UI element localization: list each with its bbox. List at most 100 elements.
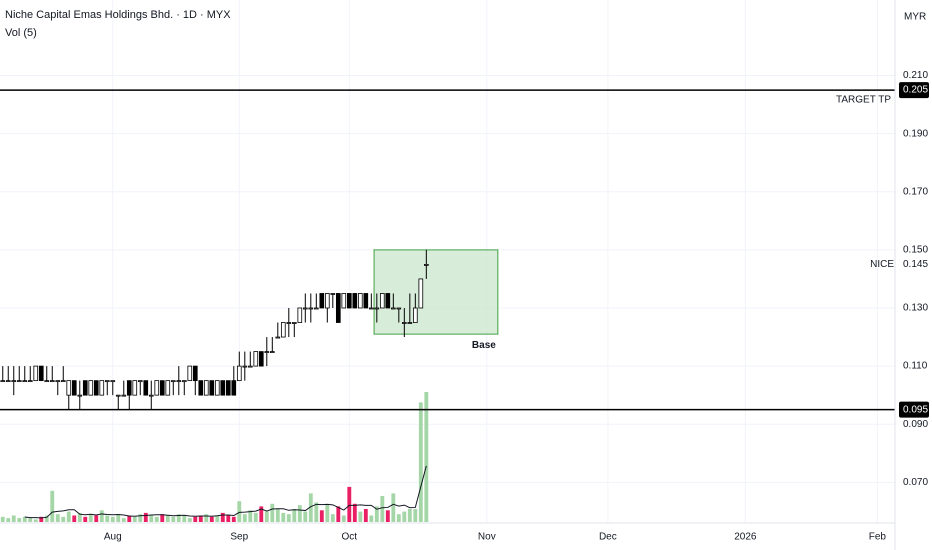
candle-body xyxy=(385,293,391,309)
candle-body xyxy=(352,293,358,309)
candle-body xyxy=(253,351,259,367)
candle-body xyxy=(192,365,198,382)
candle-body xyxy=(291,322,297,324)
candle-body xyxy=(0,380,6,383)
volume-ma-line xyxy=(24,465,427,519)
candle-body xyxy=(412,307,418,323)
volume-bar xyxy=(374,506,379,522)
volume-bar xyxy=(336,506,341,522)
candle-body xyxy=(313,307,319,310)
candle-body xyxy=(110,380,116,383)
y-tick-label: 0.110 xyxy=(903,361,928,372)
candle-body xyxy=(341,293,347,309)
candle-body xyxy=(5,380,11,383)
candle-body xyxy=(324,293,330,309)
candle-body xyxy=(423,264,429,266)
volume-bar xyxy=(259,506,264,522)
volume-bar xyxy=(292,509,297,522)
candle-body xyxy=(247,365,253,368)
price-label-box xyxy=(899,401,929,418)
volume-bar xyxy=(22,516,27,522)
volume-bar xyxy=(154,516,159,522)
candle-body xyxy=(198,380,204,396)
volume-bar xyxy=(160,514,165,522)
volume-bar xyxy=(33,519,38,522)
volume-bar xyxy=(275,509,280,522)
candle-body xyxy=(368,307,374,310)
candle-body xyxy=(33,365,39,382)
candle-body xyxy=(280,322,286,338)
x-tick-label: 2026 xyxy=(734,532,757,543)
candle-body xyxy=(71,380,77,396)
candle-body xyxy=(44,380,50,383)
volume-bar xyxy=(193,516,198,522)
volume-bar xyxy=(61,516,66,522)
volume-bar xyxy=(127,515,132,522)
volume-bar xyxy=(182,515,187,522)
candle-body xyxy=(242,365,248,368)
candle-body xyxy=(132,380,138,396)
candle-body xyxy=(165,380,171,396)
volume-bar xyxy=(319,510,324,522)
volume-bar xyxy=(396,514,401,522)
volume-bar xyxy=(83,516,88,522)
candle-body xyxy=(214,380,220,396)
volume-bar xyxy=(281,512,286,522)
candle-body xyxy=(159,380,165,396)
candle-body xyxy=(379,293,385,309)
volume-bar xyxy=(187,518,192,522)
candle-body xyxy=(297,307,303,323)
volume-bar xyxy=(253,512,258,522)
volume-bar xyxy=(264,511,269,522)
volume-bar xyxy=(380,496,385,522)
volume-bar xyxy=(171,516,176,522)
volume-bar xyxy=(44,515,49,522)
x-tick-label: Sep xyxy=(230,532,248,543)
candle-body xyxy=(60,380,66,383)
candle-body xyxy=(231,380,237,396)
currency: MYR xyxy=(904,12,926,23)
volume-bar xyxy=(198,515,203,522)
volume-bar xyxy=(204,514,209,522)
candle-body xyxy=(203,380,209,396)
line-annotation: TARGET TP xyxy=(836,95,891,106)
candle-body xyxy=(126,380,132,396)
volume-bar xyxy=(50,490,55,522)
candle-body xyxy=(275,336,281,339)
candle-body xyxy=(66,380,72,396)
volume-bar xyxy=(17,518,22,522)
candle-body xyxy=(258,351,264,367)
volume-bar xyxy=(226,515,231,522)
candle-body xyxy=(264,351,270,353)
volume-bar xyxy=(341,515,346,522)
candle-body xyxy=(357,293,363,309)
x-tick-label: Aug xyxy=(104,532,122,543)
volume-bar xyxy=(165,515,170,522)
candle-body xyxy=(77,394,83,397)
volume-bar xyxy=(413,509,418,522)
candle-body xyxy=(27,380,33,383)
volume-bar xyxy=(110,516,115,522)
price-label: 0.145 xyxy=(903,259,928,270)
volume-bar xyxy=(325,503,330,522)
candle-body xyxy=(319,293,325,309)
volume-bar xyxy=(237,501,242,522)
candle-body xyxy=(181,380,187,383)
volume-bar xyxy=(303,511,308,522)
candle-body xyxy=(137,380,143,383)
volume-bar xyxy=(72,515,77,522)
volume-bar xyxy=(55,514,60,522)
candle-body xyxy=(302,307,308,310)
candle-body xyxy=(176,380,182,383)
volume-bar xyxy=(6,518,11,522)
candle-body xyxy=(121,394,127,397)
candle-body xyxy=(335,293,341,323)
candle-body xyxy=(407,322,413,324)
volume-bar xyxy=(407,509,412,522)
volume-bar xyxy=(99,510,104,522)
volume-bar xyxy=(314,502,319,522)
candle-body xyxy=(390,307,396,310)
box-label: Base xyxy=(472,340,496,351)
candle-body xyxy=(308,307,314,310)
